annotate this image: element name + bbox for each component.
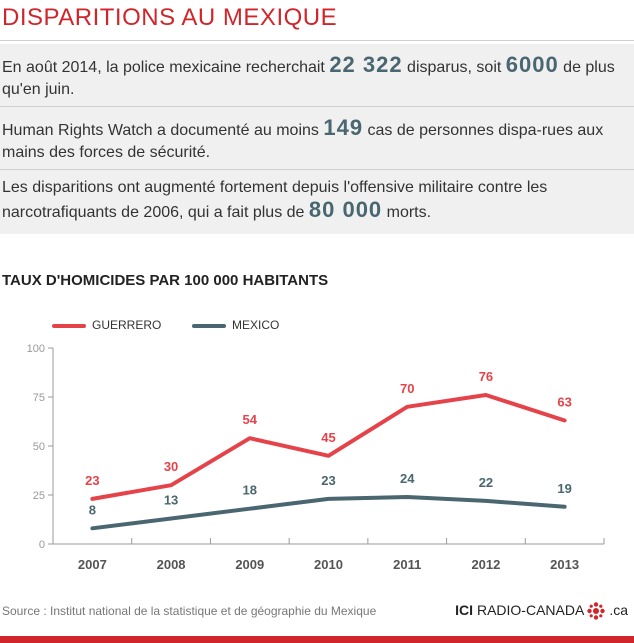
fact-2-highlight: 149 xyxy=(323,115,364,140)
y-tick-label-0: 0 xyxy=(39,539,45,551)
data-label-guerrero-2008: 30 xyxy=(164,459,178,474)
fact-1-highlight-missing: 22 322 xyxy=(329,52,403,77)
radio-canada-logo: ICI RADIO-CANADA .ca xyxy=(455,602,628,624)
series-line-guerrero xyxy=(90,393,567,501)
x-tick-label-2008: 2008 xyxy=(157,557,186,572)
fact-2: Human Rights Watch a documenté au moins … xyxy=(2,117,622,164)
fact-1-text: En août 2014, la police mexicaine recher… xyxy=(2,59,330,76)
homicide-line-chart: 0 25 50 75 100 2007 2008 2009 2010 2011 2012 2013 23… xyxy=(27,343,605,572)
series-line-mexico xyxy=(90,495,567,531)
x-tick-label-2012: 2012 xyxy=(471,557,500,572)
data-label-mexico-2010: 23 xyxy=(321,473,335,488)
radio-canada-gem-icon xyxy=(587,602,606,620)
fact-3-text-end: morts. xyxy=(382,204,432,221)
y-tick-label-75: 75 xyxy=(33,392,45,404)
fact-2-text-end: cas de personnes dispa-rues aux mains de… xyxy=(2,122,604,161)
fact-1-text-middle: disparus, soit xyxy=(402,59,506,76)
data-label-mexico-2011: 24 xyxy=(400,471,415,486)
legend-item-mexico: MEXICO xyxy=(192,318,279,334)
logo-brand: RADIO-CANADA xyxy=(476,602,584,618)
fact-divider xyxy=(0,106,634,107)
y-tick-label-50: 50 xyxy=(33,441,45,453)
legend-swatch-guerrero xyxy=(52,323,86,328)
fact-1-text-end: de plus qu'en juin. xyxy=(2,59,615,98)
x-tick-label-2013: 2013 xyxy=(550,557,579,572)
page-title: DISPARITIONS AU MEXIQUE xyxy=(2,4,338,31)
data-label-guerrero-2010: 45 xyxy=(321,430,335,445)
logo-ici: ICI xyxy=(455,602,474,618)
x-tick-label-2007: 2007 xyxy=(78,557,107,572)
y-tick-label-100: 100 xyxy=(27,343,45,355)
data-label-mexico-2009: 18 xyxy=(243,483,257,498)
data-label-guerrero-2012: 76 xyxy=(479,369,493,384)
header-bar: DISPARITIONS AU MEXIQUE xyxy=(0,0,634,41)
legend-item-guerrero: GUERRERO xyxy=(52,318,161,334)
fact-2-text: Human Rights Watch a documenté au moins xyxy=(2,122,324,139)
fact-divider xyxy=(0,169,634,170)
fact-3-text: Les disparitions ont augmenté fortement … xyxy=(2,179,548,221)
data-label-mexico-2008: 13 xyxy=(164,493,178,508)
y-tick-label-25: 25 xyxy=(33,490,45,502)
logo-domain: .ca xyxy=(609,602,628,618)
x-tick-label-2010: 2010 xyxy=(314,557,343,572)
bottom-accent-bar xyxy=(0,636,634,643)
data-label-mexico-2012: 22 xyxy=(479,475,493,490)
legend-swatch-mexico xyxy=(192,323,226,328)
data-label-guerrero-2009: 54 xyxy=(243,412,258,427)
legend-label-mexico: MEXICO xyxy=(232,318,280,332)
data-label-mexico-2007: 8 xyxy=(89,502,96,517)
facts-panel: En août 2014, la police mexicaine recher… xyxy=(0,44,634,234)
fact-3-highlight: 80 000 xyxy=(308,197,383,222)
fact-1-highlight-increase: 6000 xyxy=(505,52,559,77)
x-tick-label-2011: 2011 xyxy=(393,557,421,572)
source-note: Source : Institut national de la statist… xyxy=(2,604,377,618)
legend-label-guerrero: GUERRERO xyxy=(92,318,162,332)
fact-3: Les disparitions ont augmenté fortement … xyxy=(2,177,622,224)
fact-1: En août 2014, la police mexicaine recher… xyxy=(2,54,622,101)
chart-title: TAUX D'HOMICIDES PAR 100 000 HABITANTS xyxy=(2,272,329,289)
x-tick-label-2009: 2009 xyxy=(235,557,264,572)
data-label-guerrero-2011: 70 xyxy=(400,381,414,396)
data-label-guerrero-2013: 63 xyxy=(557,395,571,410)
data-label-guerrero-2007: 23 xyxy=(85,473,99,488)
data-label-mexico-2013: 19 xyxy=(557,481,571,496)
